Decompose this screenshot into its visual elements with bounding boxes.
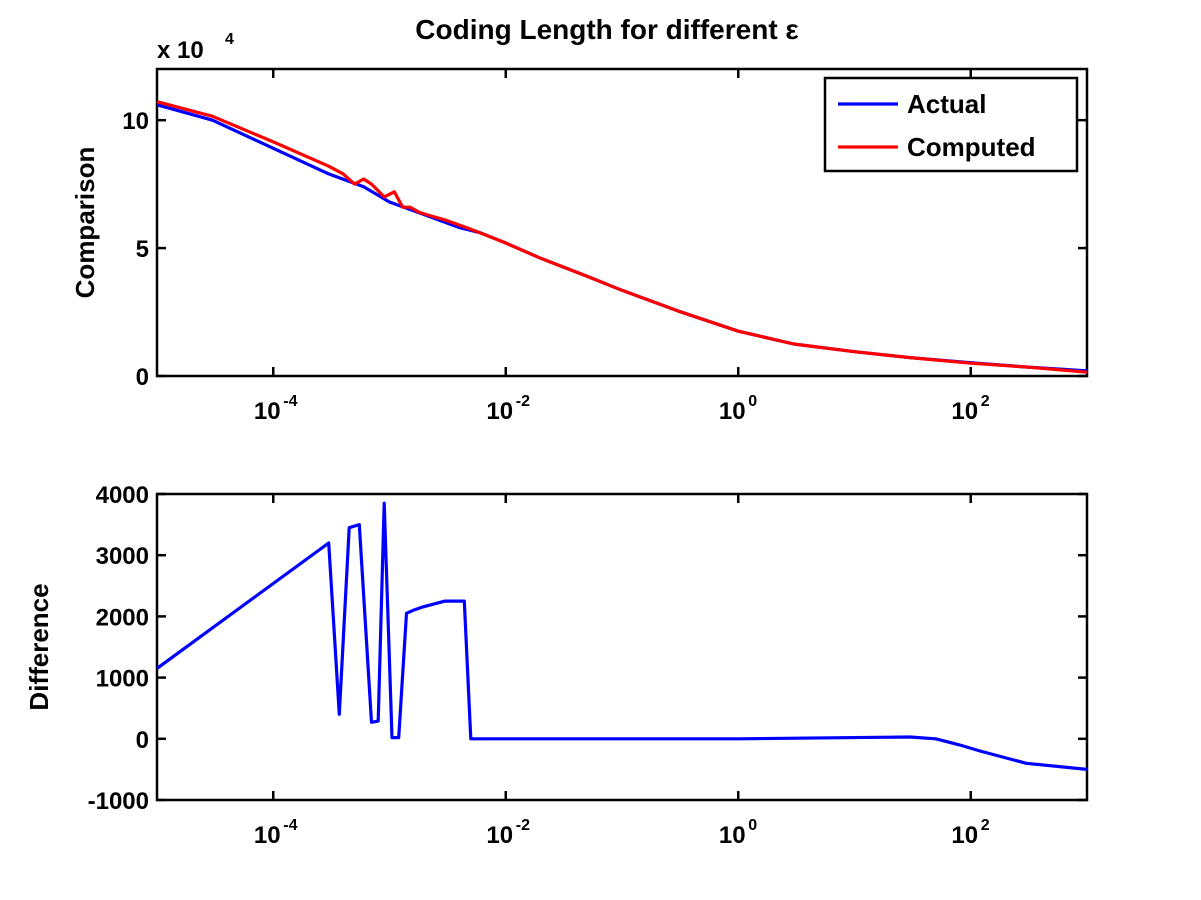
x-tick-label: 10 bbox=[486, 398, 513, 425]
y-tick-label: 10 bbox=[122, 108, 149, 135]
y-tick-label: 0 bbox=[136, 727, 149, 754]
series-line-difference bbox=[156, 501, 1088, 771]
series-line-computed bbox=[156, 100, 1088, 374]
y-tick-label: 2000 bbox=[96, 604, 149, 631]
y-axis-label: Comparison bbox=[70, 147, 100, 299]
x-tick-label: 10 bbox=[719, 822, 746, 849]
x-tick-exponent: -4 bbox=[283, 817, 297, 834]
x-tick-exponent: 2 bbox=[981, 393, 990, 410]
x-tick-label: 10 bbox=[951, 822, 978, 849]
plot-area bbox=[155, 492, 1089, 802]
y-tick-label: -1000 bbox=[88, 788, 149, 815]
x-tick-exponent: 2 bbox=[981, 817, 990, 834]
chart-title: Coding Length for different ε bbox=[415, 14, 798, 45]
y-axis-label: Difference bbox=[24, 583, 54, 710]
legend-label-computed: Computed bbox=[907, 132, 1036, 162]
difference-plot: 10 -4 10 -2 10 0 10 2-100001000200030004000Diff… bbox=[24, 482, 1089, 849]
x-tick-label: 10 bbox=[254, 398, 281, 425]
x-tick-label: 10 bbox=[486, 822, 513, 849]
x-tick-label: 10 bbox=[254, 822, 281, 849]
y-tick-label: 0 bbox=[136, 364, 149, 391]
x-tick-exponent: -2 bbox=[516, 817, 530, 834]
y-multiplier: x 10 bbox=[157, 37, 204, 64]
legend-label-actual: Actual bbox=[907, 89, 986, 119]
x-tick-exponent: 0 bbox=[748, 393, 757, 410]
legend: Actual Computed bbox=[823, 76, 1079, 173]
y-tick-label: 5 bbox=[136, 236, 149, 263]
x-tick-exponent: -4 bbox=[283, 393, 297, 410]
y-tick-label: 1000 bbox=[96, 666, 149, 693]
x-tick-label: 10 bbox=[951, 398, 978, 425]
y-multiplier-exponent: 4 bbox=[225, 31, 234, 48]
y-tick-label: 3000 bbox=[96, 543, 149, 570]
legend-box bbox=[823, 76, 1079, 173]
x-tick-label: 10 bbox=[719, 398, 746, 425]
x-tick-exponent: 0 bbox=[748, 817, 757, 834]
y-tick-label: 4000 bbox=[96, 482, 149, 509]
x-tick-exponent: -2 bbox=[516, 393, 530, 410]
